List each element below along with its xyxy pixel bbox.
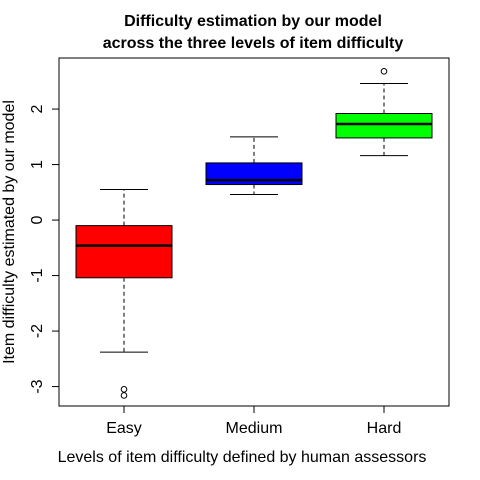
y-tick-label: 0 (29, 216, 46, 225)
outlier-point-hard (380, 68, 388, 75)
x-tick-label: Easy (106, 420, 142, 437)
y-tick-label: -1 (29, 268, 46, 282)
y-tick-label: 2 (29, 105, 46, 114)
boxes-group (75, 68, 433, 399)
x-tick-label: Medium (226, 420, 283, 437)
outlier-point-easy (120, 392, 128, 399)
y-axis-label: Item difficulty estimated by our model (1, 100, 18, 364)
x-axis-label: Levels of item difficulty defined by hum… (58, 449, 427, 466)
x-tick-label: Hard (367, 420, 402, 437)
outlier-point-easy (120, 386, 128, 393)
box-hard (335, 113, 433, 139)
chart-title-line-2: across the three levels of item difficul… (103, 35, 404, 52)
y-tick-label: 1 (29, 160, 46, 169)
box-easy (75, 225, 173, 279)
y-tick-label: -3 (29, 379, 46, 393)
chart-title-line-1: Difficulty estimation by our model (124, 13, 382, 30)
x-axis: Easy Medium Hard (106, 406, 401, 437)
y-tick-label: -2 (29, 324, 46, 338)
y-axis: -3 -2 -1 0 1 2 (29, 105, 59, 394)
